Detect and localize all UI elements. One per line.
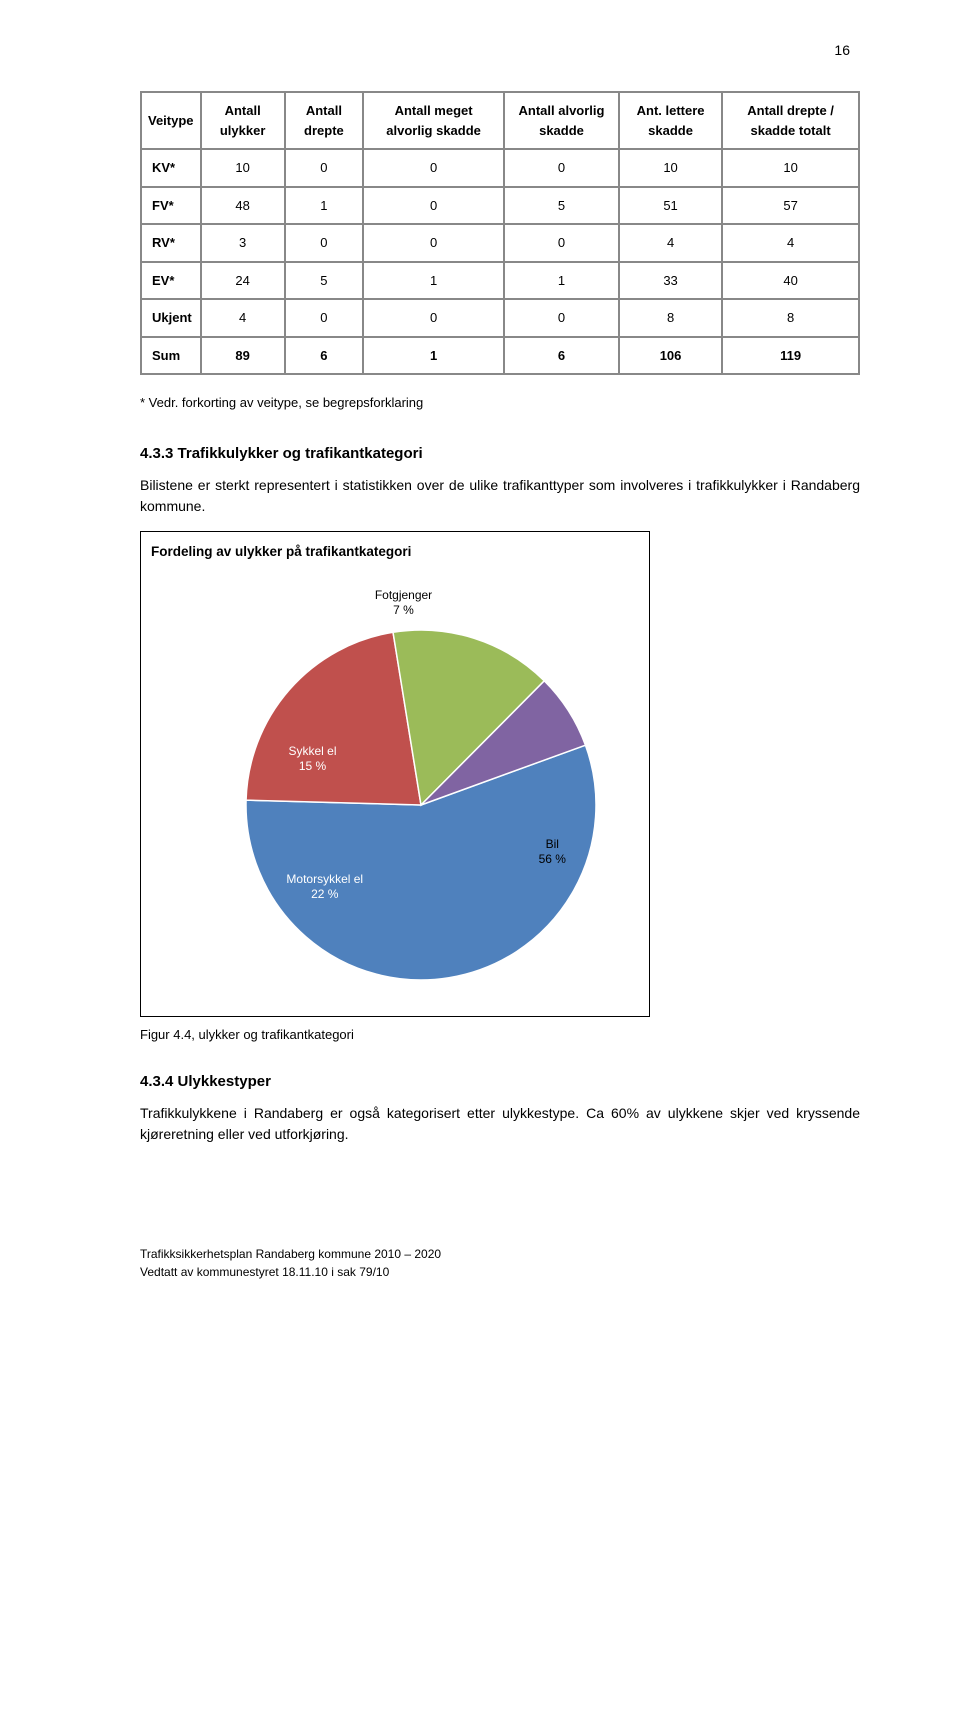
table-cell: 33 xyxy=(619,262,722,300)
table-cell: 57 xyxy=(722,187,859,225)
pie-chart-container: Fordeling av ulykker på trafikantkategor… xyxy=(140,531,650,1017)
section-433-heading: 4.3.3 Trafikkulykker og trafikantkategor… xyxy=(140,443,860,466)
pie-chart: Bil56 % Motorsykkel el22 % Sykkel el15 % Fo… xyxy=(151,570,631,1000)
col-header: Antall drepte / skadde totalt xyxy=(722,92,859,149)
table-row: EV*245113340 xyxy=(141,262,859,300)
row-label: Ukjent xyxy=(141,299,201,337)
table-cell: 3 xyxy=(201,224,285,262)
table-row: KV*100001010 xyxy=(141,149,859,187)
pie-slice-label: Fotgjenger7 % xyxy=(354,588,454,618)
table-cell: 4 xyxy=(619,224,722,262)
section-434-heading: 4.3.4 Ulykkestyper xyxy=(140,1071,860,1094)
page-number: 16 xyxy=(140,40,860,61)
col-header: Veitype xyxy=(141,92,201,149)
document-footer: Trafikksikkerhetsplan Randaberg kommune … xyxy=(140,1245,860,1281)
table-row: FV*481055157 xyxy=(141,187,859,225)
table-row: Ukjent400088 xyxy=(141,299,859,337)
row-label: Sum xyxy=(141,337,201,375)
table-cell: 6 xyxy=(285,337,363,375)
row-label: KV* xyxy=(141,149,201,187)
table-cell: 5 xyxy=(285,262,363,300)
section-434-body: Trafikkulykkene i Randaberg er også kate… xyxy=(140,1103,860,1145)
pie-chart-caption: Figur 4.4, ulykker og trafikantkategori xyxy=(140,1025,860,1045)
col-header: Antall meget alvorlig skadde xyxy=(363,92,504,149)
table-header-row: Veitype Antall ulykker Antall drepte Ant… xyxy=(141,92,859,149)
table-cell: 1 xyxy=(504,262,619,300)
table-cell: 51 xyxy=(619,187,722,225)
table-cell: 10 xyxy=(201,149,285,187)
table-cell: 0 xyxy=(363,299,504,337)
table-cell: 0 xyxy=(363,149,504,187)
section-433-body: Bilistene er sterkt representert i stati… xyxy=(140,475,860,517)
table-cell: 0 xyxy=(285,149,363,187)
pie-slice-label: Bil56 % xyxy=(502,837,602,867)
table-cell: 48 xyxy=(201,187,285,225)
table-cell: 106 xyxy=(619,337,722,375)
table-cell: 40 xyxy=(722,262,859,300)
col-header: Antall drepte xyxy=(285,92,363,149)
row-label: FV* xyxy=(141,187,201,225)
table-cell: 0 xyxy=(504,299,619,337)
table-sum-row: Sum89616106119 xyxy=(141,337,859,375)
table-cell: 0 xyxy=(285,299,363,337)
table-row: RV*300044 xyxy=(141,224,859,262)
table-cell: 8 xyxy=(619,299,722,337)
pie-slice-label: Sykkel el15 % xyxy=(263,744,363,774)
table-cell: 8 xyxy=(722,299,859,337)
footer-line-1: Trafikksikkerhetsplan Randaberg kommune … xyxy=(140,1245,860,1263)
table-cell: 1 xyxy=(285,187,363,225)
pie-slice xyxy=(246,633,421,806)
row-label: EV* xyxy=(141,262,201,300)
pie-svg xyxy=(151,570,631,1000)
table-cell: 10 xyxy=(619,149,722,187)
table-cell: 24 xyxy=(201,262,285,300)
table-cell: 0 xyxy=(285,224,363,262)
pie-chart-title: Fordeling av ulykker på trafikantkategor… xyxy=(151,542,639,562)
table-cell: 5 xyxy=(504,187,619,225)
table-cell: 0 xyxy=(363,224,504,262)
table-footnote: * Vedr. forkorting av veitype, se begrep… xyxy=(140,393,860,413)
col-header: Antall alvorlig skadde xyxy=(504,92,619,149)
table-cell: 0 xyxy=(504,224,619,262)
pie-slice-label: Motorsykkel el22 % xyxy=(275,872,375,902)
table-cell: 4 xyxy=(201,299,285,337)
table-cell: 0 xyxy=(504,149,619,187)
row-label: RV* xyxy=(141,224,201,262)
table-cell: 0 xyxy=(363,187,504,225)
col-header: Ant. lettere skadde xyxy=(619,92,722,149)
table-cell: 4 xyxy=(722,224,859,262)
footer-line-2: Vedtatt av kommunestyret 18.11.10 i sak … xyxy=(140,1263,860,1281)
table-cell: 119 xyxy=(722,337,859,375)
table-cell: 1 xyxy=(363,262,504,300)
table-cell: 1 xyxy=(363,337,504,375)
col-header: Antall ulykker xyxy=(201,92,285,149)
table-cell: 89 xyxy=(201,337,285,375)
veitype-table: Veitype Antall ulykker Antall drepte Ant… xyxy=(140,91,860,375)
table-cell: 10 xyxy=(722,149,859,187)
table-cell: 6 xyxy=(504,337,619,375)
